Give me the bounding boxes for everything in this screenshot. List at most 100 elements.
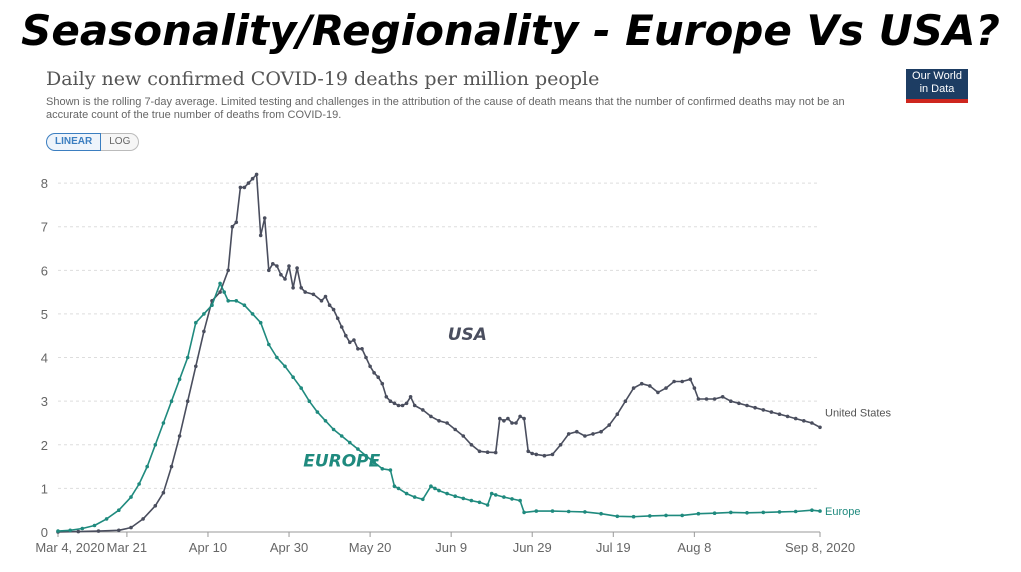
data-point <box>631 386 636 390</box>
data-point <box>117 508 121 512</box>
data-point <box>250 176 255 181</box>
data-point <box>129 525 133 530</box>
data-point <box>335 316 340 321</box>
data-point <box>129 495 133 499</box>
data-point <box>279 272 283 277</box>
data-point <box>566 509 571 514</box>
data-point <box>137 482 141 486</box>
data-point <box>368 364 372 369</box>
data-point <box>218 281 222 286</box>
log-scale-button[interactable]: LOG <box>101 133 140 151</box>
data-point <box>648 514 652 518</box>
data-point <box>372 371 376 375</box>
data-point <box>287 264 291 268</box>
y-tick-label: 4 <box>41 351 48 366</box>
data-point <box>583 510 587 514</box>
data-point <box>469 498 474 503</box>
data-point <box>404 401 409 406</box>
data-point <box>753 405 757 410</box>
data-point <box>485 450 490 455</box>
data-point <box>591 432 595 436</box>
data-point <box>275 264 279 268</box>
logo-line-2: in Data <box>919 83 955 95</box>
data-point <box>177 434 182 438</box>
data-point <box>80 526 85 531</box>
data-point <box>623 399 628 404</box>
data-point <box>793 416 798 421</box>
x-axis-ticks: Mar 4, 2020 Mar 21 Apr 10 Apr 30 May 20 Jun 9… <box>35 532 855 555</box>
data-point <box>421 408 425 412</box>
data-point <box>729 399 733 404</box>
data-point <box>433 486 437 491</box>
x-tick-label: Mar 21 <box>107 540 147 555</box>
data-point <box>364 453 368 458</box>
data-point <box>510 497 514 501</box>
data-point <box>283 364 287 369</box>
series-line-europe <box>57 282 821 532</box>
data-point <box>185 399 190 404</box>
data-point <box>145 464 149 469</box>
scale-toggle: LINEAR LOG <box>46 133 140 151</box>
data-point <box>380 467 385 471</box>
data-point <box>246 181 251 185</box>
data-point <box>530 451 534 456</box>
data-point <box>210 303 214 308</box>
x-tick-label: Aug 8 <box>677 540 711 555</box>
data-point <box>453 494 458 499</box>
data-point <box>254 172 259 177</box>
data-point <box>267 268 271 273</box>
data-point <box>469 443 474 447</box>
data-point <box>311 292 316 297</box>
data-point <box>327 303 332 308</box>
data-point <box>429 414 433 419</box>
y-tick-label: 0 <box>41 525 48 540</box>
data-point <box>194 364 198 369</box>
data-point <box>599 511 603 516</box>
data-point <box>818 425 822 430</box>
data-point <box>250 312 255 316</box>
data-point <box>445 491 449 496</box>
data-point <box>194 320 198 325</box>
x-tick-label: Jun 29 <box>513 540 552 555</box>
owid-logo[interactable]: Our World in Data <box>906 69 968 103</box>
data-point <box>522 416 526 421</box>
x-tick-label: Jun 9 <box>435 540 467 555</box>
data-point <box>429 484 433 489</box>
y-tick-label: 5 <box>41 307 48 322</box>
logo-line-1: Our World <box>912 70 962 82</box>
data-point <box>271 262 275 266</box>
data-point <box>615 412 620 417</box>
data-point <box>712 397 717 401</box>
data-point <box>502 419 506 423</box>
data-point <box>412 403 417 408</box>
data-point <box>331 307 336 312</box>
data-point <box>692 386 697 390</box>
data-point <box>291 286 295 290</box>
series-labels: United States Europe USA EUROPE <box>303 325 891 518</box>
data-point <box>92 523 97 528</box>
data-point <box>56 529 60 533</box>
data-point <box>96 529 101 533</box>
data-point <box>745 403 749 408</box>
data-point <box>818 509 822 513</box>
data-point <box>356 447 360 451</box>
data-point <box>453 427 458 432</box>
data-point <box>550 509 555 513</box>
data-point <box>384 395 389 399</box>
data-point <box>396 403 401 408</box>
data-point <box>445 421 449 425</box>
data-point <box>104 517 109 521</box>
data-point <box>226 268 230 273</box>
linear-scale-button[interactable]: LINEAR <box>46 133 102 151</box>
data-point <box>238 185 243 190</box>
data-point <box>631 514 636 519</box>
data-point <box>688 377 693 382</box>
data-point <box>339 434 344 438</box>
data-point <box>498 416 502 421</box>
data-point <box>607 423 611 427</box>
data-point <box>696 511 701 516</box>
x-tick-label: Apr 10 <box>189 540 227 555</box>
data-point <box>230 224 235 229</box>
data-point <box>761 510 766 515</box>
data-point <box>639 381 644 386</box>
